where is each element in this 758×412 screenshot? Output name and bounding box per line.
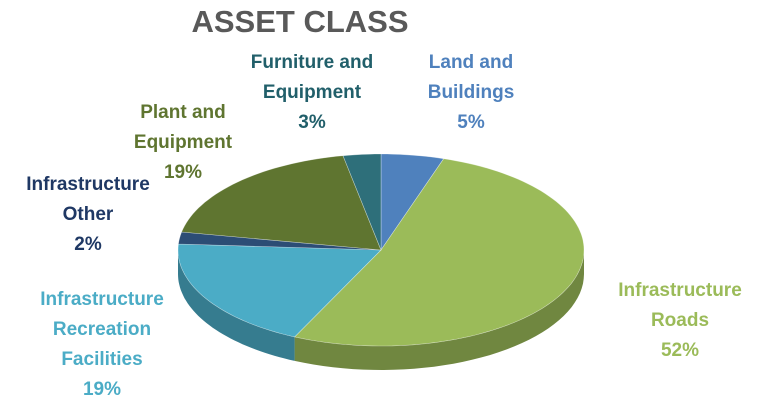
data-label: Infrastructure Recreation Facilities 19% [17, 285, 187, 405]
data-label: Land and Buildings 5% [411, 48, 531, 138]
slice-side [294, 250, 584, 370]
category-label: Land and Buildings [427, 52, 515, 103]
value-label: 3% [298, 112, 326, 133]
category-label: Furniture and Equipment [250, 52, 374, 103]
value-label: 19% [82, 379, 122, 400]
category-label: Infrastructure Roads [618, 280, 742, 331]
value-label: 19% [163, 162, 203, 183]
slice [342, 153, 382, 251]
value-label: 52% [660, 340, 700, 361]
value-label: 2% [74, 234, 102, 255]
chart-title: ASSET CLASS [191, 4, 409, 39]
category-label: Infrastructure Other [26, 174, 150, 225]
category-label: Plant and Equipment [133, 102, 233, 153]
slice [177, 243, 382, 338]
slice-side [178, 250, 295, 361]
category-label: Infrastructure Recreation Facilities [40, 289, 164, 370]
data-label: Infrastructure Roads 52% [595, 276, 758, 366]
data-label: Infrastructure Other 2% [8, 170, 168, 260]
slice [380, 153, 445, 251]
data-label: Furniture and Equipment 3% [227, 48, 397, 138]
slice [293, 158, 585, 347]
value-label: 5% [457, 112, 485, 133]
slice [181, 155, 382, 251]
data-label: Plant and Equipment 19% [118, 98, 248, 188]
